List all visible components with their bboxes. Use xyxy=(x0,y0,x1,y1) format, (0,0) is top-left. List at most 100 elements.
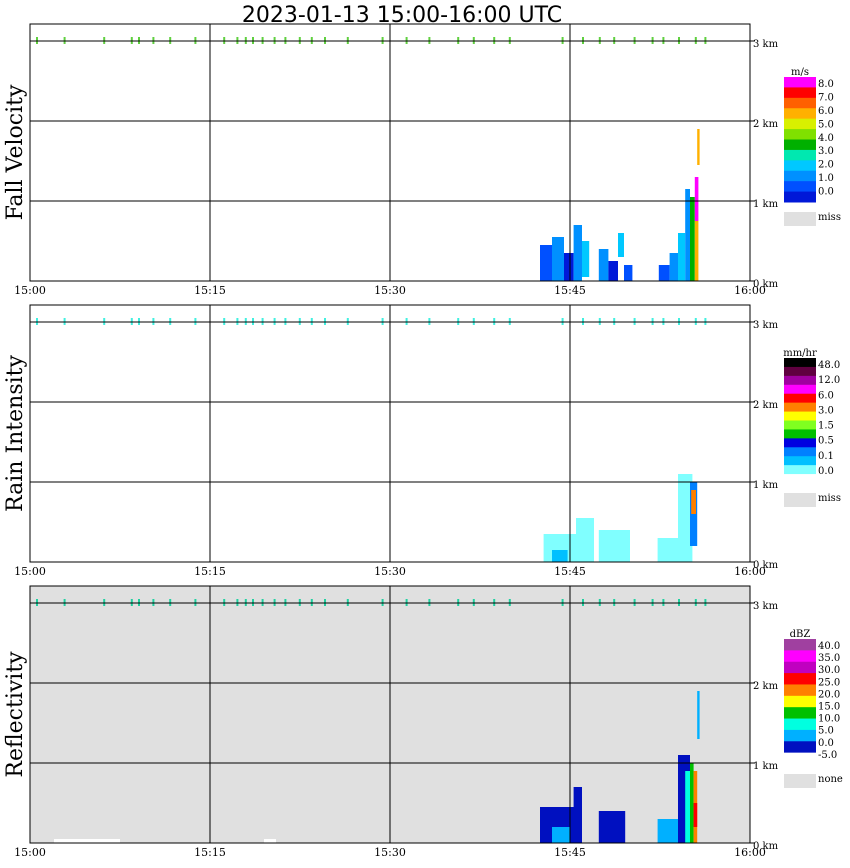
data-cell xyxy=(582,241,590,277)
data-cell xyxy=(564,253,574,281)
y-tick-label: 2 km xyxy=(753,400,779,411)
colorbar-label: 0.5 xyxy=(818,436,834,447)
y-tick-label: 1 km xyxy=(753,761,779,772)
colorbar-label: 1.5 xyxy=(818,421,834,432)
data-cell xyxy=(678,233,686,281)
colorbar-cell xyxy=(784,139,816,151)
colorbar-label: 48.0 xyxy=(818,360,840,371)
colorbar-unit: mm/hr xyxy=(783,348,817,359)
data-cell xyxy=(552,550,568,562)
x-tick-label: 15:15 xyxy=(194,846,226,859)
colorbar-cell xyxy=(784,170,816,182)
colorbar-cell xyxy=(784,661,816,674)
data-cell xyxy=(264,839,276,843)
y-tick-label: 0 km xyxy=(753,841,779,852)
colorbar-cell xyxy=(784,97,816,109)
data-cell xyxy=(552,237,564,281)
data-cell xyxy=(540,245,552,281)
colorbar-cell xyxy=(784,87,816,99)
y-tick-label: 2 km xyxy=(753,681,779,692)
missing-label: miss xyxy=(818,493,841,504)
data-cell xyxy=(669,253,678,281)
colorbar-label: 6.0 xyxy=(818,390,834,401)
x-tick-label: 16:00 xyxy=(734,565,766,578)
data-cell xyxy=(573,787,582,843)
colorbar-cell xyxy=(784,108,816,120)
x-tick-label: 15:30 xyxy=(374,846,406,859)
data-cell xyxy=(598,530,630,562)
data-cell xyxy=(697,129,700,165)
colorbar-label: 15.0 xyxy=(818,702,840,713)
colorbar-label: 5.0 xyxy=(818,119,834,130)
colorbar-label: 3.0 xyxy=(818,146,834,157)
data-cell xyxy=(690,197,695,281)
data-cell xyxy=(624,265,633,281)
data-cell xyxy=(608,261,618,281)
missing-swatch xyxy=(784,493,816,507)
colorbar-label: 35.0 xyxy=(818,653,840,664)
colorbar-label: 1.0 xyxy=(818,173,834,184)
plot-frame xyxy=(29,304,751,563)
colorbar-cell xyxy=(784,639,816,651)
colorbar-label: 40.0 xyxy=(818,641,840,652)
x-tick-label: 16:00 xyxy=(734,846,766,859)
colorbar-label: 0.0 xyxy=(818,466,834,477)
colorbar-cell xyxy=(784,684,816,697)
plot-frame xyxy=(29,585,751,844)
colorbar-label: 0.1 xyxy=(818,451,834,462)
colorbar-cell xyxy=(784,447,816,457)
colorbar-label: 0.0 xyxy=(818,738,834,749)
colorbar-cell xyxy=(784,673,816,685)
y-tick-label: 1 km xyxy=(753,199,779,210)
x-tick-label: 15:30 xyxy=(374,284,406,297)
colorbar-cell xyxy=(784,429,816,439)
data-cell xyxy=(693,803,698,827)
colorbar-unit: dBZ xyxy=(790,629,811,640)
colorbar-cell xyxy=(784,456,816,466)
missing-label: miss xyxy=(818,212,841,223)
colorbar-label: 6.0 xyxy=(818,106,834,117)
colorbar-cell xyxy=(784,438,816,448)
colorbar-label: -5.0 xyxy=(818,750,837,761)
x-tick-label: 15:15 xyxy=(194,284,226,297)
y-tick-label: 3 km xyxy=(753,39,779,50)
colorbar-label: 25.0 xyxy=(818,677,840,688)
x-tick-label: 15:45 xyxy=(554,565,586,578)
data-cell xyxy=(598,249,609,281)
missing-swatch xyxy=(784,212,816,226)
y-tick-label: 3 km xyxy=(753,320,779,331)
colorbar-cell xyxy=(784,191,816,203)
colorbar-cell xyxy=(784,384,816,395)
y-tick-label: 3 km xyxy=(753,601,779,612)
colorbar-cell xyxy=(784,707,816,720)
panel-reflectivity: 0 km 1 km 2 km 3 km 15:00 15:15 15:30 15:45 16:0… xyxy=(3,585,843,859)
colorbar-cell xyxy=(784,729,816,742)
data-cell xyxy=(697,691,700,739)
panels: 0 km 1 km 2 km 3 km 15:00 15:15 15:30 15:45 16:0… xyxy=(3,23,843,859)
colorbar-cell xyxy=(784,129,816,140)
colorbar-cell xyxy=(784,718,816,731)
data-cell xyxy=(658,265,670,281)
data-cell xyxy=(690,763,694,843)
colorbar-cell xyxy=(784,411,816,421)
colorbar-cell xyxy=(784,375,816,386)
x-tick-label: 15:45 xyxy=(554,846,586,859)
colorbar-label: 8.0 xyxy=(818,79,834,90)
y-tick-label: 1 km xyxy=(753,480,779,491)
panel-ylabel: Reflectivity xyxy=(3,651,28,778)
y-tick-label: 0 km xyxy=(753,560,779,571)
panel-fall-velocity: 0 km 1 km 2 km 3 km 15:00 15:15 15:30 15:45 16:0… xyxy=(3,23,841,297)
colorbar-cell xyxy=(784,118,816,130)
colorbar-unit: m/s xyxy=(791,67,809,78)
data-cell xyxy=(694,177,699,221)
colorbar-cell xyxy=(784,741,816,754)
x-tick-label: 15:00 xyxy=(14,284,46,297)
colorbar-label: 7.0 xyxy=(818,92,834,103)
plot-frame xyxy=(29,23,751,282)
colorbar-label: 2.0 xyxy=(818,160,834,171)
data-cell xyxy=(552,827,570,843)
data-cell xyxy=(694,221,699,281)
colorbar-cell xyxy=(784,181,816,193)
data-cell xyxy=(678,474,693,562)
